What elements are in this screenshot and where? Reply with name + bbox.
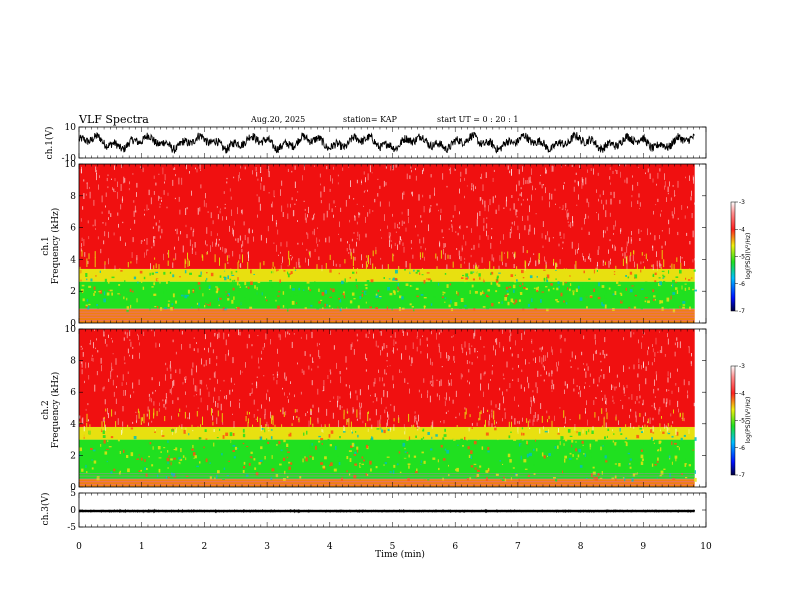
- colorbar-tick-label: -3: [739, 363, 745, 370]
- time-tick-label: 8: [578, 542, 584, 552]
- ch2-spectrogram-ytick-label: 0: [70, 483, 76, 493]
- time-tick-label: 1: [139, 542, 145, 552]
- ch2-colorbar-gradient: [730, 365, 736, 476]
- colorbar-tick-label: -7: [739, 472, 745, 479]
- ch3-waveform-ytick-label: -5: [67, 523, 76, 533]
- ch1-waveform-ytick-label: -10: [62, 154, 77, 164]
- colorbar-tick-label: -6: [739, 445, 745, 452]
- ch1-waveform-trace: [78, 131, 695, 154]
- ch2-spectrogram-ytick-label: 8: [70, 357, 76, 367]
- date-label: Aug.20, 2025: [250, 115, 305, 124]
- ch3-waveform-panel: 5 0 -5: [67, 489, 707, 533]
- ch1-spectrogram-ytick-label: 0: [70, 319, 76, 329]
- ch1-spectrogram-panel: 0 2 4 6 8 10: [65, 160, 707, 329]
- time-axis: 0 1 2 3 4 5 6 7 8 9 10: [76, 542, 712, 552]
- ch3-voltage-ylabel: ch.3(V): [40, 493, 51, 526]
- ch3-waveform-ytick-label: 5: [70, 489, 76, 499]
- ch2-ylabel-line2: Frequency (kHz): [50, 372, 61, 449]
- ch1-colorbar-label: log(PSD)(V²/Hz): [745, 233, 752, 280]
- ch2-spectrogram-ytick-label: 10: [65, 325, 77, 335]
- ch2-colorbar-label: log(PSD)(V²/Hz): [745, 397, 752, 444]
- time-axis-label: Time (min): [375, 549, 425, 560]
- ch2-ylabel-line1: ch.2: [41, 400, 51, 419]
- ch2-spectrogram-image: [79, 329, 697, 487]
- ch2-spectrogram-panel: 0 2 4 6 8 10: [65, 325, 707, 493]
- ch1-colorbar-gradient: [730, 201, 736, 312]
- time-tick-label: 7: [515, 542, 521, 552]
- time-tick-label: 2: [202, 542, 208, 552]
- start-time-label: start UT = 0 : 20 : 1: [437, 115, 518, 124]
- ch1-spectrogram-ytick-label: 2: [70, 287, 76, 297]
- ch2-spectrogram-band-0: [79, 479, 695, 487]
- time-tick-label: 3: [264, 542, 270, 552]
- time-tick-label: 0: [76, 542, 82, 552]
- ch2-spectrogram-texture: [79, 329, 697, 485]
- time-tick-label: 10: [700, 542, 712, 552]
- ch3-waveform-ytick-label: 0: [70, 506, 76, 516]
- ch1-ylabel-line2: Frequency (kHz): [50, 208, 61, 285]
- ch1-spectrogram-texture: [79, 164, 697, 321]
- ch1-spectrogram-ytick-label: 8: [70, 192, 76, 202]
- ch2-spectrogram-ytick-label: 4: [70, 420, 76, 430]
- time-tick-label: 4: [327, 542, 333, 552]
- colorbar-tick-label: -5: [739, 254, 745, 261]
- station-label: station= KAP: [343, 115, 398, 124]
- ch1-spectrogram-image: [79, 164, 697, 323]
- time-tick-label: 5: [390, 542, 396, 552]
- chart-title: VLF Spectra: [78, 113, 149, 126]
- colorbar-tick-label: -7: [739, 308, 745, 315]
- ch1-spectrogram-ytick-label: 10: [65, 160, 77, 170]
- ch1-waveform-ytick-label: 10: [65, 123, 77, 133]
- ch3-waveform-band: [79, 509, 695, 513]
- colorbar-tick-label: -4: [739, 390, 745, 397]
- colorbar-tick-label: -5: [739, 418, 745, 425]
- time-tick-label: 6: [452, 542, 458, 552]
- time-tick-label: 9: [640, 542, 646, 552]
- ch2-spectrogram-ytick-label: 2: [70, 451, 76, 461]
- ch1-spectrogram-ytick-label: 6: [70, 224, 76, 234]
- ch1-spectrogram-band-3: [79, 164, 695, 269]
- ch1-spectrogram-band-2: [79, 268, 695, 282]
- ch1-colorbar: -3 -4 -5 -6 -7 log(PSD)(V²/Hz): [730, 199, 752, 315]
- ch1-voltage-ylabel: ch.1(V): [44, 127, 55, 160]
- ch1-spectrogram-ytick-label: 4: [70, 255, 76, 265]
- colorbar-tick-label: -4: [739, 226, 745, 233]
- ch2-spectrogram-band-2: [79, 426, 695, 440]
- ch2-colorbar: -3 -4 -5 -6 -7 log(PSD)(V²/Hz): [730, 363, 752, 479]
- colorbar-tick-label: -6: [739, 281, 745, 288]
- colorbar-tick-label: -3: [739, 199, 745, 206]
- ch1-waveform-panel: 10 -10: [62, 123, 707, 164]
- ch2-spectrogram-band-3: [79, 329, 695, 427]
- ch1-ylabel-line1: ch.1: [41, 236, 51, 255]
- ch2-spectrogram-ytick-label: 6: [70, 388, 76, 398]
